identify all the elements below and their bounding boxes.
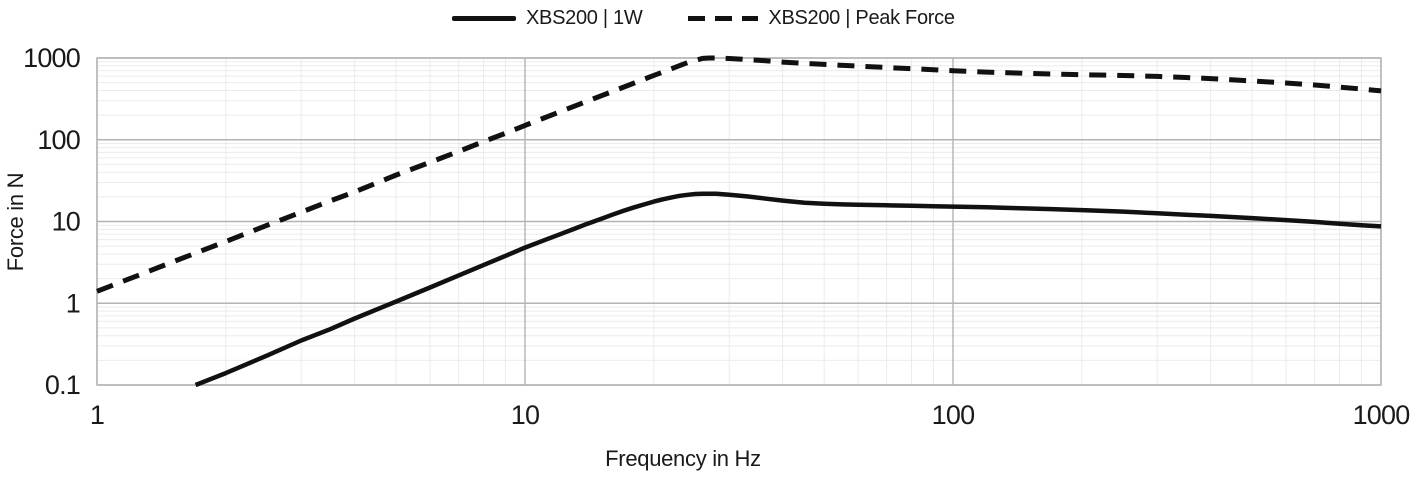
solid-line-icon bbox=[452, 16, 516, 21]
legend-item-1w: XBS200 | 1W bbox=[452, 7, 643, 30]
legend-label-1w: XBS200 | 1W bbox=[526, 7, 643, 29]
series-line-2 bbox=[96, 55, 1382, 294]
y-tick-label: 10 bbox=[52, 207, 80, 237]
dashed-line-icon bbox=[688, 16, 759, 21]
y-tick-label: 100 bbox=[37, 125, 80, 155]
series-line-1 bbox=[194, 191, 1382, 388]
x-tick-label: 10 bbox=[511, 400, 539, 430]
legend: XBS200 | 1W XBS200 | Peak Force bbox=[452, 7, 955, 30]
x-tick-label: 100 bbox=[932, 400, 975, 430]
legend-item-peak-force: XBS200 | Peak Force bbox=[688, 7, 955, 30]
legend-label-peak-force: XBS200 | Peak Force bbox=[768, 7, 955, 29]
x-tick-label: 1000 bbox=[1353, 400, 1410, 430]
x-axis-title: Frequency in Hz bbox=[605, 446, 761, 471]
y-tick-label: 1 bbox=[66, 288, 80, 318]
y-tick-label: 0.1 bbox=[45, 370, 80, 400]
y-tick-label: 1000 bbox=[23, 43, 80, 73]
x-tick-label: 1 bbox=[90, 400, 104, 430]
